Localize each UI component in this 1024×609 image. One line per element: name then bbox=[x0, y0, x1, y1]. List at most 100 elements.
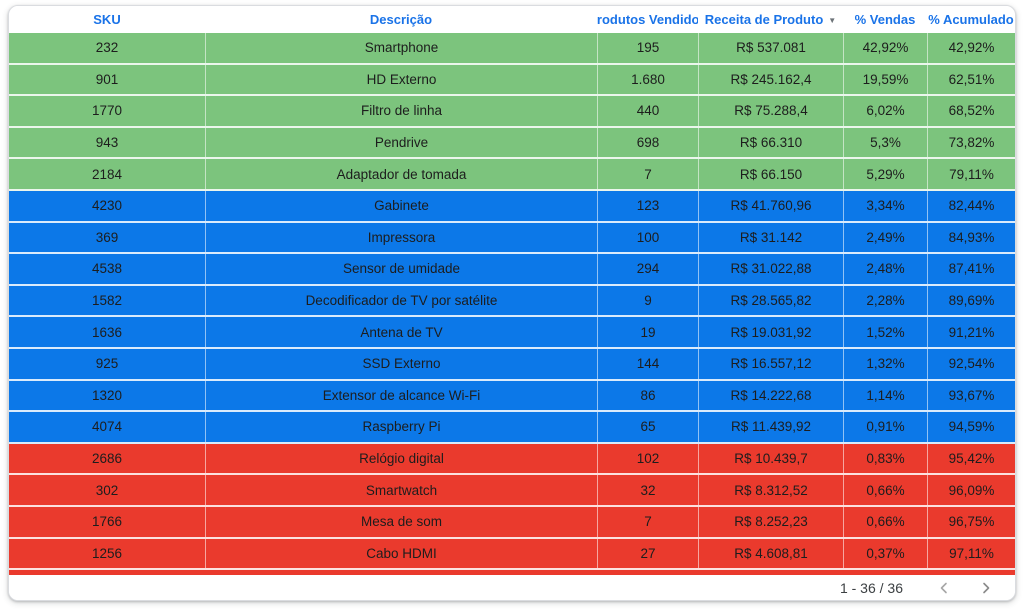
cell-descricao: Sensor de umidade bbox=[205, 254, 597, 284]
cell-descricao: Relógio digital bbox=[205, 444, 597, 474]
cell-sku: 1256 bbox=[9, 539, 205, 569]
cell-acumulado: 92,54% bbox=[927, 349, 1015, 379]
cell-sku: 2184 bbox=[9, 159, 205, 189]
cell-acumulado: 95,42% bbox=[927, 444, 1015, 474]
cell-receita: R$ 11.439,92 bbox=[698, 412, 843, 442]
cell-vendas: 0,66% bbox=[843, 507, 927, 537]
cell-produtos-vendidos: 9 bbox=[597, 286, 698, 316]
column-header-vendas[interactable]: % Vendas bbox=[843, 12, 927, 27]
cell-sku: 901 bbox=[9, 65, 205, 95]
table-row: 1636 Antena de TV 19 R$ 19.031,92 1,52% … bbox=[9, 317, 1015, 349]
cell-receita: R$ 75.288,4 bbox=[698, 96, 843, 126]
cell-sku: 302 bbox=[9, 475, 205, 505]
cell-descricao: Antena de TV bbox=[205, 317, 597, 347]
cell-receita: R$ 16.557,12 bbox=[698, 349, 843, 379]
cell-receita: R$ 4.608,81 bbox=[698, 539, 843, 569]
table-row: 925 SSD Externo 144 R$ 16.557,12 1,32% 9… bbox=[9, 349, 1015, 381]
table-card: SKU Descrição Produtos Vendidos Receita … bbox=[8, 5, 1016, 601]
table-header: SKU Descrição Produtos Vendidos Receita … bbox=[9, 6, 1015, 33]
cell-vendas: 0,91% bbox=[843, 412, 927, 442]
cell-produtos-vendidos: 195 bbox=[597, 33, 698, 63]
cell-descricao: Filtro de linha bbox=[205, 96, 597, 126]
cell-vendas: 42,92% bbox=[843, 33, 927, 63]
cell-receita: R$ 245.162,4 bbox=[698, 65, 843, 95]
cell-sku: 943 bbox=[9, 128, 205, 158]
cell-produtos-vendidos: 440 bbox=[597, 96, 698, 126]
cell-sku: 925 bbox=[9, 349, 205, 379]
cell-vendas: 5,29% bbox=[843, 159, 927, 189]
column-header-descricao[interactable]: Descrição bbox=[205, 12, 597, 27]
cell-acumulado: 84,93% bbox=[927, 223, 1015, 253]
cell-vendas: 2,49% bbox=[843, 223, 927, 253]
cell-acumulado: 89,69% bbox=[927, 286, 1015, 316]
cell-sku: 1636 bbox=[9, 317, 205, 347]
cell-produtos-vendidos: 7 bbox=[597, 507, 698, 537]
cell-produtos-vendidos: 86 bbox=[597, 381, 698, 411]
cell-acumulado: 91,21% bbox=[927, 317, 1015, 347]
table-row: 1766 Mesa de som 7 R$ 8.252,23 0,66% 96,… bbox=[9, 507, 1015, 539]
cell-descricao: Gabinete bbox=[205, 191, 597, 221]
cell-receita: R$ 19.031,92 bbox=[698, 317, 843, 347]
cell-sku: 4538 bbox=[9, 254, 205, 284]
table-row: 1770 Filtro de linha 440 R$ 75.288,4 6,0… bbox=[9, 96, 1015, 128]
table-row: 901 HD Externo 1.680 R$ 245.162,4 19,59%… bbox=[9, 65, 1015, 97]
cell-sku: 1770 bbox=[9, 96, 205, 126]
table-row: 2686 Relógio digital 102 R$ 10.439,7 0,8… bbox=[9, 444, 1015, 476]
column-header-produtos-vendidos[interactable]: Produtos Vendidos bbox=[597, 12, 698, 27]
cell-descricao: Cabo HDMI bbox=[205, 539, 597, 569]
cell-descricao: Raspberry Pi bbox=[205, 412, 597, 442]
pagination-label: 1 - 36 / 36 bbox=[840, 580, 903, 596]
table-row: 4230 Gabinete 123 R$ 41.760,96 3,34% 82,… bbox=[9, 191, 1015, 223]
cell-descricao: HD Externo bbox=[205, 65, 597, 95]
chevron-left-icon[interactable] bbox=[937, 581, 951, 595]
table-row: 2184 Adaptador de tomada 7 R$ 66.150 5,2… bbox=[9, 159, 1015, 191]
table-row: 1320 Extensor de alcance Wi-Fi 86 R$ 14.… bbox=[9, 381, 1015, 413]
cell-produtos-vendidos: 100 bbox=[597, 223, 698, 253]
pagination-bar: 1 - 36 / 36 bbox=[9, 575, 1015, 600]
table-body: 232 Smartphone 195 R$ 537.081 42,92% 42,… bbox=[9, 33, 1015, 570]
cell-produtos-vendidos: 19 bbox=[597, 317, 698, 347]
cell-sku: 2686 bbox=[9, 444, 205, 474]
column-header-receita[interactable]: Receita de Produto ▼ bbox=[698, 12, 843, 27]
cell-vendas: 0,37% bbox=[843, 539, 927, 569]
cell-receita: R$ 41.760,96 bbox=[698, 191, 843, 221]
cell-acumulado: 62,51% bbox=[927, 65, 1015, 95]
cell-acumulado: 87,41% bbox=[927, 254, 1015, 284]
cell-descricao: Extensor de alcance Wi-Fi bbox=[205, 381, 597, 411]
cell-acumulado: 97,11% bbox=[927, 539, 1015, 569]
cell-sku: 4230 bbox=[9, 191, 205, 221]
table-row: 232 Smartphone 195 R$ 537.081 42,92% 42,… bbox=[9, 33, 1015, 65]
cell-acumulado: 68,52% bbox=[927, 96, 1015, 126]
cell-vendas: 1,52% bbox=[843, 317, 927, 347]
cell-descricao: Impressora bbox=[205, 223, 597, 253]
table-row: 1256 Cabo HDMI 27 R$ 4.608,81 0,37% 97,1… bbox=[9, 539, 1015, 571]
cell-produtos-vendidos: 27 bbox=[597, 539, 698, 569]
cell-descricao: Pendrive bbox=[205, 128, 597, 158]
cell-produtos-vendidos: 1.680 bbox=[597, 65, 698, 95]
cell-vendas: 1,32% bbox=[843, 349, 927, 379]
cell-receita: R$ 66.310 bbox=[698, 128, 843, 158]
chevron-right-icon[interactable] bbox=[979, 581, 993, 595]
cell-acumulado: 42,92% bbox=[927, 33, 1015, 63]
table-row: 1582 Decodificador de TV por satélite 9 … bbox=[9, 286, 1015, 318]
cell-vendas: 3,34% bbox=[843, 191, 927, 221]
table-row: 369 Impressora 100 R$ 31.142 2,49% 84,93… bbox=[9, 223, 1015, 255]
column-header-acumulado[interactable]: % Acumulado bbox=[927, 12, 1015, 27]
table-row: 943 Pendrive 698 R$ 66.310 5,3% 73,82% bbox=[9, 128, 1015, 160]
column-header-sku[interactable]: SKU bbox=[9, 12, 205, 27]
cell-descricao: Mesa de som bbox=[205, 507, 597, 537]
cell-vendas: 1,14% bbox=[843, 381, 927, 411]
cell-receita: R$ 537.081 bbox=[698, 33, 843, 63]
cell-vendas: 0,83% bbox=[843, 444, 927, 474]
cell-produtos-vendidos: 698 bbox=[597, 128, 698, 158]
cell-receita: R$ 31.022,88 bbox=[698, 254, 843, 284]
cell-vendas: 0,66% bbox=[843, 475, 927, 505]
cell-receita: R$ 10.439,7 bbox=[698, 444, 843, 474]
sort-desc-icon: ▼ bbox=[828, 16, 836, 25]
cell-produtos-vendidos: 123 bbox=[597, 191, 698, 221]
cell-produtos-vendidos: 7 bbox=[597, 159, 698, 189]
cell-vendas: 2,48% bbox=[843, 254, 927, 284]
table-row: 4538 Sensor de umidade 294 R$ 31.022,88 … bbox=[9, 254, 1015, 286]
cell-acumulado: 93,67% bbox=[927, 381, 1015, 411]
cell-descricao: SSD Externo bbox=[205, 349, 597, 379]
